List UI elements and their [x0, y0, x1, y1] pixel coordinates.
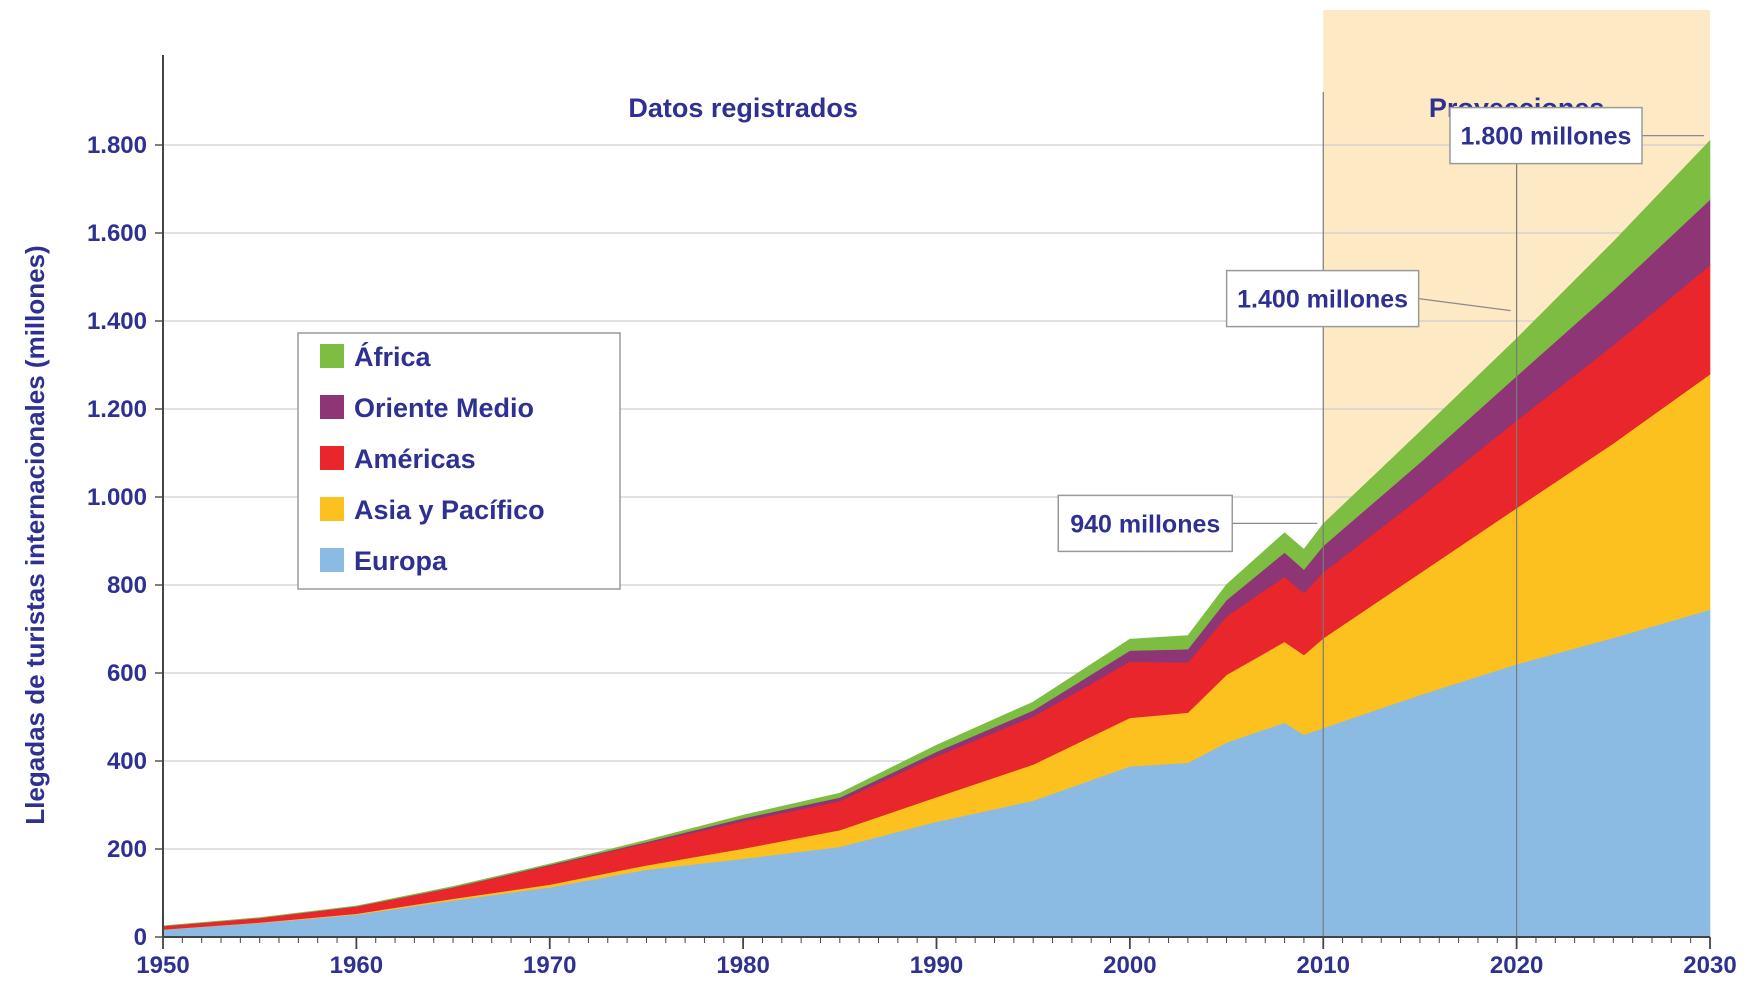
x-tick-label: 1980	[716, 952, 769, 979]
x-tick-label: 1990	[910, 952, 963, 979]
region-label-datos-registrados: Datos registrados	[628, 93, 858, 123]
x-tick-labels: 1950 1960 1970 1980 1990 2000 2010 2020 2030	[136, 937, 1737, 979]
legend-label-asia-y-pacifico: Asia y Pacífico	[354, 495, 545, 525]
annotation-leader	[1418, 298, 1511, 312]
legend: África Oriente Medio Américas Asia y Pacífi…	[297, 332, 621, 590]
y-tick-label: 1.200	[87, 396, 147, 423]
legend-label-americas: Américas	[354, 444, 476, 474]
x-tick-label: 1960	[330, 952, 383, 979]
x-tick-label: 2010	[1297, 952, 1350, 979]
x-tick-label: 2000	[1103, 952, 1156, 979]
legend-swatch-europa	[320, 548, 344, 572]
legend-swatch-oriente-medio	[320, 395, 344, 419]
legend-swatch-asia-y-pacifico	[320, 497, 344, 521]
y-tick-label: 200	[107, 836, 147, 863]
y-tick-label: 1.000	[87, 484, 147, 511]
legend-swatch-americas	[320, 446, 344, 470]
y-tick-label: 1.400	[87, 308, 147, 335]
y-tick-label: 1.600	[87, 220, 147, 247]
legend-swatch-africa	[320, 344, 344, 368]
y-tick-label: 400	[107, 748, 147, 775]
y-tick-labels: 0 200 400 600 800 1.000 1.200 1.400 1.600 1.800	[87, 132, 147, 951]
y-tick-label: 1.800	[87, 132, 147, 159]
area-africa	[162, 139, 1711, 927]
legend-box	[297, 332, 621, 590]
annotation-box	[1449, 106, 1643, 165]
annotation-box	[1225, 269, 1420, 328]
x-tick-label: 2020	[1490, 952, 1543, 979]
legend-label-oriente-medio: Oriente Medio	[354, 393, 534, 423]
y-tick-label: 0	[134, 924, 147, 951]
annotation-box	[1057, 494, 1233, 553]
legend-label-africa: África	[354, 341, 432, 372]
y-axis-title: Llegadas de turistas internacionales (mi…	[20, 245, 50, 824]
y-tick-label: 600	[107, 660, 147, 687]
annotation-lines	[1322, 92, 1518, 937]
x-tick-label: 2030	[1683, 952, 1736, 979]
y-tick-label: 800	[107, 572, 147, 599]
x-tick-label: 1950	[136, 952, 189, 979]
x-tick-label: 1970	[523, 952, 576, 979]
annotation-label: 1.800 millones	[1461, 123, 1632, 151]
legend-label-europa: Europa	[354, 546, 448, 576]
annotation-label: 940 millones	[1070, 510, 1220, 538]
annotations: 940 millones 1.400 millones 1.800 millones	[1057, 106, 1704, 553]
annotation-label: 1.400 millones	[1237, 286, 1408, 314]
